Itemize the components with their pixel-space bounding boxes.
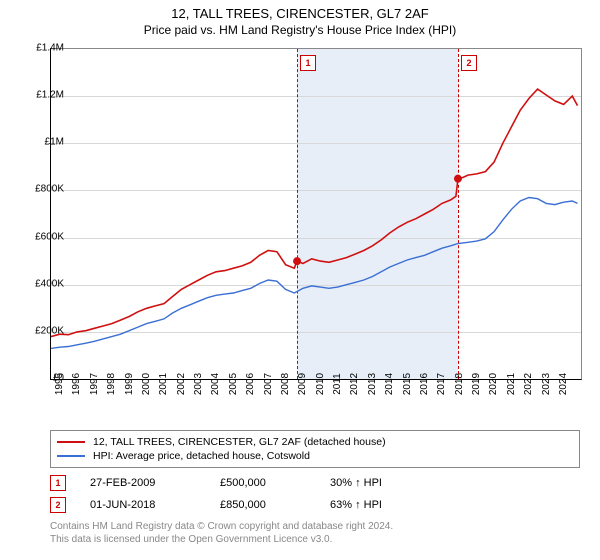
chart bbox=[50, 48, 582, 380]
y-tick-label: £200K bbox=[35, 325, 64, 336]
sale-date: 27-FEB-2009 bbox=[90, 477, 220, 489]
x-tick-label: 2018 bbox=[454, 373, 465, 395]
x-tick-label: 2009 bbox=[297, 373, 308, 395]
x-tick-label: 2005 bbox=[228, 373, 239, 395]
legend-item: 12, TALL TREES, CIRENCESTER, GL7 2AF (de… bbox=[57, 435, 573, 449]
x-tick-label: 2000 bbox=[141, 373, 152, 395]
x-tick-label: 2002 bbox=[176, 373, 187, 395]
x-tick-label: 1999 bbox=[124, 373, 135, 395]
x-tick-label: 1995 bbox=[54, 373, 65, 395]
x-tick-label: 2003 bbox=[193, 373, 204, 395]
series-hpi bbox=[51, 198, 578, 349]
sale-delta: 30% ↑ HPI bbox=[330, 477, 382, 489]
x-tick-label: 2004 bbox=[210, 373, 221, 395]
x-tick-label: 2006 bbox=[245, 373, 256, 395]
legend-label: HPI: Average price, detached house, Cots… bbox=[93, 450, 310, 462]
x-tick-label: 2024 bbox=[558, 373, 569, 395]
x-tick-label: 2020 bbox=[488, 373, 499, 395]
sale-row-badge: 1 bbox=[50, 475, 66, 491]
sale-row: 2 01-JUN-2018£850,00063% ↑ HPI bbox=[50, 494, 382, 516]
x-tick-label: 2014 bbox=[384, 373, 395, 395]
legend-swatch bbox=[57, 441, 85, 443]
legend: 12, TALL TREES, CIRENCESTER, GL7 2AF (de… bbox=[50, 430, 580, 468]
sale-marker-badge: 1 bbox=[300, 55, 316, 71]
x-tick-label: 2010 bbox=[315, 373, 326, 395]
legend-item: HPI: Average price, detached house, Cots… bbox=[57, 449, 573, 463]
x-tick-label: 2008 bbox=[280, 373, 291, 395]
x-tick-label: 1996 bbox=[71, 373, 82, 395]
x-tick-label: 2023 bbox=[541, 373, 552, 395]
x-tick-label: 2011 bbox=[332, 373, 343, 395]
x-tick-label: 2007 bbox=[263, 373, 274, 395]
x-tick-label: 2013 bbox=[367, 373, 378, 395]
x-tick-label: 1998 bbox=[106, 373, 117, 395]
x-tick-label: 2021 bbox=[506, 373, 517, 395]
y-tick-label: £600K bbox=[35, 231, 64, 242]
sale-price: £500,000 bbox=[220, 477, 330, 489]
y-tick-label: £1.4M bbox=[36, 43, 64, 54]
x-tick-label: 2019 bbox=[471, 373, 482, 395]
footer-line-1: Contains HM Land Registry data © Crown c… bbox=[50, 520, 393, 533]
y-tick-label: £400K bbox=[35, 278, 64, 289]
y-tick-label: £1.2M bbox=[36, 90, 64, 101]
x-tick-label: 2017 bbox=[436, 373, 447, 395]
footer-line-2: This data is licensed under the Open Gov… bbox=[50, 533, 393, 546]
sale-row-badge: 2 bbox=[50, 497, 66, 513]
x-tick-label: 1997 bbox=[89, 373, 100, 395]
sale-date: 01-JUN-2018 bbox=[90, 499, 220, 511]
sale-marker-dot bbox=[454, 175, 462, 183]
sale-price: £850,000 bbox=[220, 499, 330, 511]
x-tick-label: 2015 bbox=[402, 373, 413, 395]
sales-table: 1 27-FEB-2009£500,00030% ↑ HPI 2 01-JUN-201… bbox=[50, 472, 382, 516]
plot-svg bbox=[51, 49, 581, 379]
x-tick-label: 2001 bbox=[158, 373, 169, 395]
x-tick-label: 2016 bbox=[419, 373, 430, 395]
legend-label: 12, TALL TREES, CIRENCESTER, GL7 2AF (de… bbox=[93, 436, 386, 448]
x-tick-label: 2022 bbox=[523, 373, 534, 395]
series-property bbox=[51, 89, 578, 337]
sale-marker-dot bbox=[293, 257, 301, 265]
y-tick-label: £1M bbox=[45, 137, 64, 148]
page-title: 12, TALL TREES, CIRENCESTER, GL7 2AF bbox=[0, 0, 600, 21]
page-subtitle: Price paid vs. HM Land Registry's House … bbox=[0, 21, 600, 37]
sale-delta: 63% ↑ HPI bbox=[330, 499, 382, 511]
x-tick-label: 2012 bbox=[349, 373, 360, 395]
legend-swatch bbox=[57, 455, 85, 457]
y-tick-label: £800K bbox=[35, 184, 64, 195]
sale-marker-badge: 2 bbox=[461, 55, 477, 71]
footer: Contains HM Land Registry data © Crown c… bbox=[50, 520, 393, 546]
sale-row: 1 27-FEB-2009£500,00030% ↑ HPI bbox=[50, 472, 382, 494]
